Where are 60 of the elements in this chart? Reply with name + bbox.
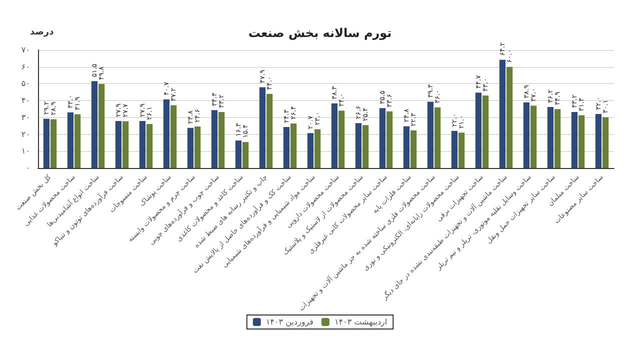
bar — [578, 115, 585, 168]
bar — [211, 110, 218, 168]
bar — [115, 120, 122, 168]
y-tick-label: ۵۰ — [21, 79, 30, 88]
bar — [554, 109, 561, 168]
bar — [602, 117, 609, 168]
bar — [403, 126, 410, 168]
bar — [379, 108, 386, 168]
bar — [458, 132, 465, 168]
bar — [235, 140, 242, 168]
bar — [307, 133, 314, 168]
y-tick-label: ۲۰ — [21, 130, 30, 139]
y-tick-label: ۶۰ — [21, 62, 30, 72]
legend-label: فروردین ۱۴۰۳ — [266, 318, 314, 326]
bar — [523, 102, 530, 168]
bar — [194, 126, 201, 168]
bar — [139, 120, 146, 168]
bar — [218, 112, 225, 168]
bar — [170, 105, 177, 168]
bar — [434, 107, 441, 168]
bar — [314, 129, 321, 168]
bar — [74, 114, 81, 168]
bar — [290, 123, 297, 168]
bar — [163, 99, 170, 168]
y-tick-label: ۷۰ — [21, 46, 30, 54]
bar — [187, 128, 194, 168]
bar — [386, 111, 393, 168]
bar — [530, 106, 537, 168]
bar — [98, 84, 105, 168]
bar — [506, 66, 513, 168]
bar — [410, 130, 417, 168]
bar — [91, 81, 98, 168]
bar — [331, 103, 338, 168]
y-axis-title: درصد — [30, 28, 54, 38]
bar — [362, 125, 369, 168]
y-tick-label: ۰ — [26, 164, 30, 172]
bar — [547, 106, 554, 168]
bar — [146, 124, 153, 168]
y-tick-label: ۳۰ — [21, 112, 30, 122]
bar — [283, 127, 290, 168]
bar — [266, 94, 273, 168]
bar — [571, 112, 578, 168]
bar — [427, 102, 434, 168]
y-tick-label: ۴۰ — [21, 96, 30, 106]
chart-title: تورم سالانه بخش صنعت — [248, 26, 392, 40]
bar — [499, 60, 506, 168]
bar — [338, 110, 345, 168]
bar — [259, 87, 266, 168]
legend-label: اردیبهشت ۱۴۰۳ — [334, 318, 388, 326]
bar — [595, 114, 602, 168]
bar — [451, 130, 458, 168]
bar — [122, 121, 129, 168]
bar — [50, 119, 57, 168]
bar — [482, 96, 489, 168]
bar — [242, 142, 249, 168]
bar — [355, 123, 362, 168]
y-tick-label: ۱۰ — [21, 146, 30, 156]
bar — [67, 112, 74, 168]
bar — [43, 118, 50, 168]
bar — [475, 92, 482, 168]
